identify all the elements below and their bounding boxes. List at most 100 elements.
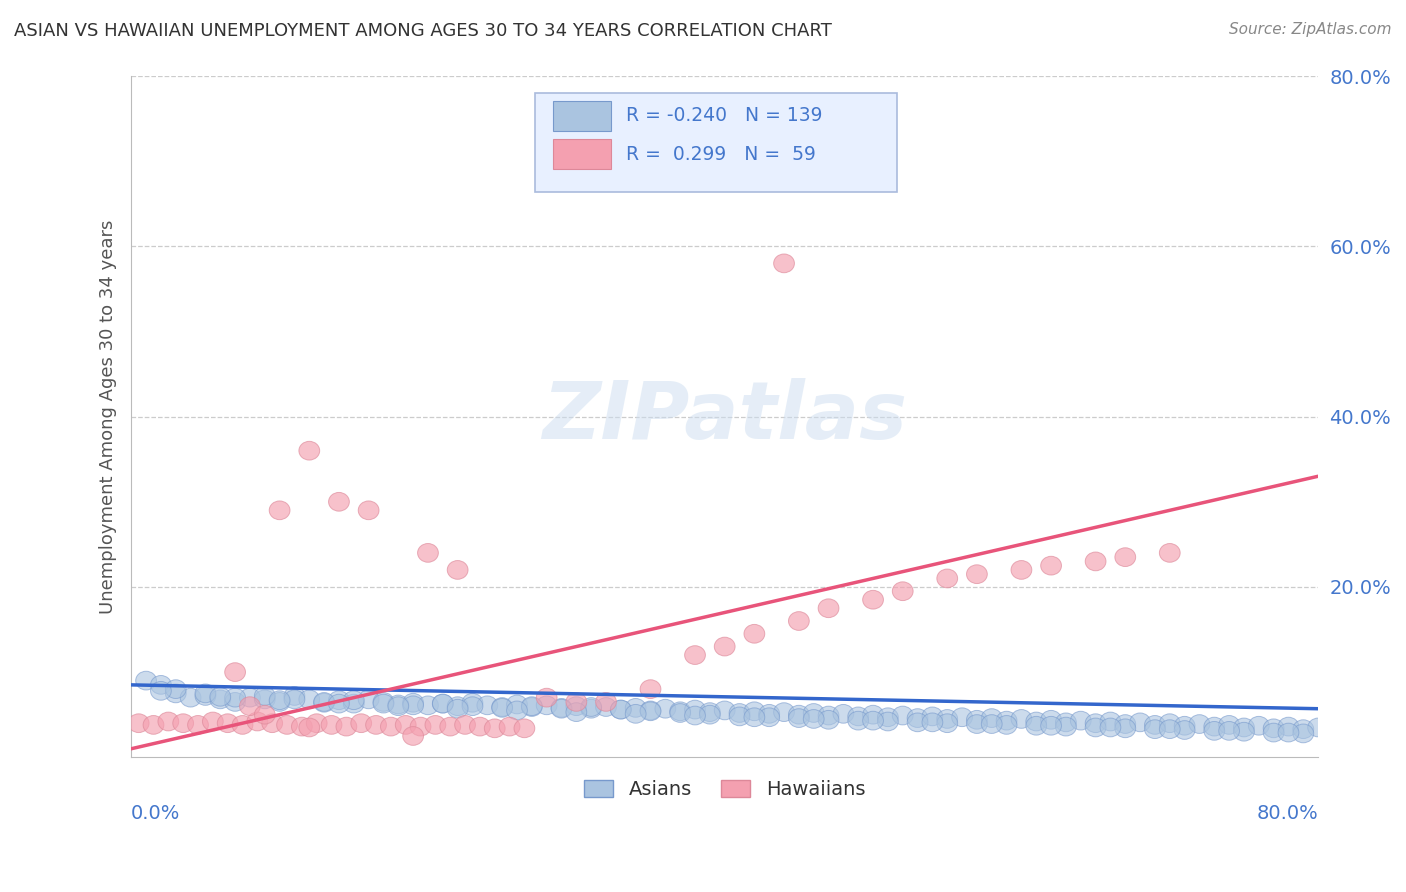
Ellipse shape [128,714,149,732]
Ellipse shape [366,715,387,734]
Ellipse shape [952,708,973,727]
Ellipse shape [1278,723,1299,742]
Ellipse shape [209,688,231,706]
Ellipse shape [381,717,401,736]
Ellipse shape [893,582,912,600]
Ellipse shape [359,690,380,709]
Ellipse shape [669,704,690,723]
Ellipse shape [567,692,586,711]
Ellipse shape [1278,717,1299,736]
Ellipse shape [373,694,394,713]
Ellipse shape [907,713,928,731]
Ellipse shape [395,715,416,734]
Ellipse shape [166,680,186,698]
Ellipse shape [254,687,276,706]
Ellipse shape [454,715,475,734]
Ellipse shape [773,703,794,722]
Ellipse shape [195,687,215,706]
Ellipse shape [730,707,749,726]
Ellipse shape [551,699,572,718]
Text: R = -0.240   N = 139: R = -0.240 N = 139 [626,106,823,125]
Ellipse shape [1115,714,1136,733]
Ellipse shape [893,706,912,725]
Ellipse shape [922,713,943,731]
Ellipse shape [759,705,779,723]
Ellipse shape [359,501,380,520]
Ellipse shape [1115,719,1136,738]
Ellipse shape [321,715,342,734]
Ellipse shape [433,694,453,713]
Ellipse shape [499,717,520,736]
Ellipse shape [1070,711,1091,730]
Ellipse shape [440,717,461,736]
Ellipse shape [484,719,505,738]
Ellipse shape [180,689,201,707]
Ellipse shape [1099,718,1121,737]
Ellipse shape [966,714,987,733]
Ellipse shape [936,714,957,732]
Ellipse shape [1308,718,1329,737]
Ellipse shape [1011,709,1032,728]
Ellipse shape [759,708,779,727]
Ellipse shape [492,698,513,716]
Ellipse shape [655,699,676,718]
Ellipse shape [299,442,319,460]
Text: Source: ZipAtlas.com: Source: ZipAtlas.com [1229,22,1392,37]
FancyBboxPatch shape [534,93,897,192]
Ellipse shape [744,624,765,643]
Ellipse shape [981,709,1002,728]
Ellipse shape [1233,718,1254,737]
Ellipse shape [232,715,253,734]
Ellipse shape [1204,722,1225,740]
Ellipse shape [1174,721,1195,739]
Ellipse shape [299,718,319,737]
Ellipse shape [269,690,290,709]
Ellipse shape [1129,713,1150,731]
Ellipse shape [352,714,371,732]
Ellipse shape [907,709,928,728]
Ellipse shape [329,690,349,709]
Ellipse shape [373,692,394,711]
Ellipse shape [1249,716,1270,735]
Ellipse shape [1056,713,1077,731]
Ellipse shape [343,690,364,709]
Legend: Asians, Hawaiians: Asians, Hawaiians [574,770,875,809]
Ellipse shape [173,714,194,732]
Ellipse shape [1056,717,1077,736]
Ellipse shape [1263,723,1284,742]
Ellipse shape [863,706,883,724]
Ellipse shape [626,698,647,717]
Ellipse shape [1026,712,1046,731]
Ellipse shape [1085,552,1107,571]
Ellipse shape [1160,714,1180,732]
Ellipse shape [254,706,276,724]
Ellipse shape [1040,557,1062,575]
Ellipse shape [744,702,765,721]
Ellipse shape [581,698,602,716]
Ellipse shape [447,699,468,718]
Ellipse shape [269,501,290,520]
Ellipse shape [166,684,186,703]
Ellipse shape [536,689,557,707]
Ellipse shape [1040,716,1062,735]
Ellipse shape [966,710,987,729]
Text: 80.0%: 80.0% [1257,804,1319,823]
Ellipse shape [1233,723,1254,741]
Ellipse shape [343,694,364,713]
Ellipse shape [150,675,172,694]
Ellipse shape [336,717,357,736]
Ellipse shape [225,689,246,707]
Ellipse shape [789,709,810,728]
Ellipse shape [1189,714,1209,733]
Ellipse shape [195,684,215,703]
Ellipse shape [773,254,794,273]
Ellipse shape [877,712,898,731]
Ellipse shape [1204,717,1225,736]
Ellipse shape [225,692,246,711]
Ellipse shape [789,706,810,724]
Ellipse shape [218,714,238,732]
Ellipse shape [187,715,208,734]
FancyBboxPatch shape [553,139,610,169]
Ellipse shape [433,694,453,713]
Ellipse shape [596,692,616,711]
